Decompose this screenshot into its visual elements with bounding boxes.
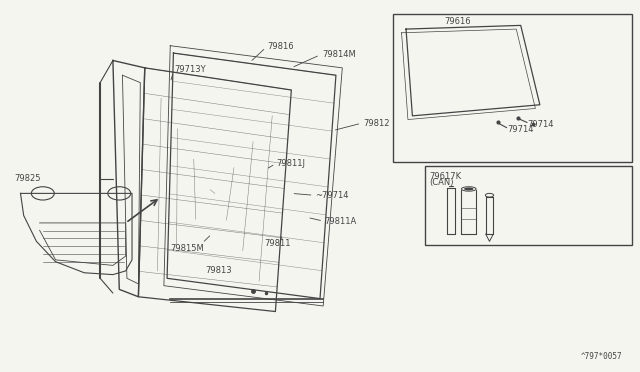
Text: 79617K: 79617K	[429, 171, 461, 180]
Text: 79813: 79813	[205, 266, 232, 275]
Text: 79825: 79825	[14, 174, 40, 183]
Text: 79812: 79812	[364, 119, 390, 128]
Text: 79814M: 79814M	[322, 50, 356, 59]
Text: 79714: 79714	[527, 120, 554, 129]
Ellipse shape	[464, 187, 474, 190]
Text: 79714: 79714	[508, 125, 534, 134]
Text: 79816: 79816	[267, 42, 294, 51]
Text: 79811A: 79811A	[324, 217, 356, 226]
Text: ^797*0057: ^797*0057	[581, 352, 623, 361]
Text: 79815M: 79815M	[170, 244, 204, 253]
Text: 79616: 79616	[444, 17, 471, 26]
Bar	[394, 14, 632, 162]
Text: 79811J: 79811J	[276, 158, 306, 168]
Text: 79713Y: 79713Y	[175, 65, 206, 74]
Bar	[425, 166, 632, 245]
Text: ~79714: ~79714	[315, 192, 348, 201]
Text: 79811: 79811	[264, 239, 291, 248]
Text: (CAN): (CAN)	[429, 178, 454, 187]
